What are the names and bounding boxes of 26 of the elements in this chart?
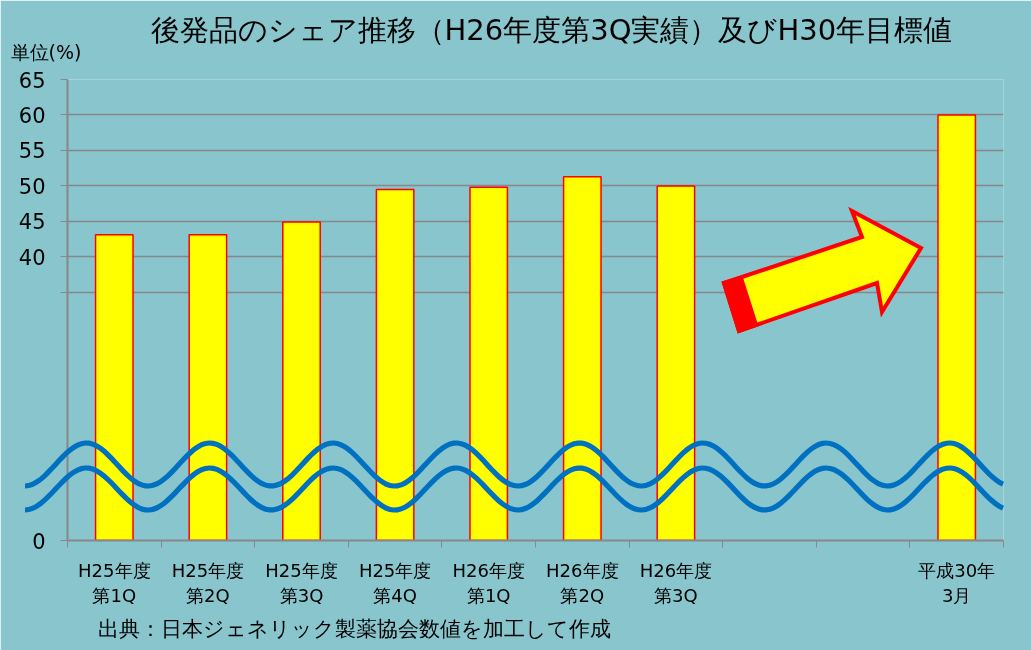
x-tick-label: H25年度第3Q bbox=[265, 559, 338, 606]
y-tick-label: 50 bbox=[18, 174, 46, 199]
source-note: 出典：日本ジェネリック製薬協会数値を加工して作成 bbox=[97, 616, 611, 641]
x-tick-label: H26年度第3Q bbox=[639, 559, 713, 606]
bar bbox=[656, 185, 696, 541]
y-tick-label: 45 bbox=[18, 210, 46, 235]
y-tick-label: 0 bbox=[32, 529, 46, 554]
y-tick-label: 60 bbox=[18, 103, 46, 128]
bar bbox=[562, 175, 602, 541]
chart-title: 後発品のシェア推移（H26年度第3Q実績）及びH30年目標値 bbox=[150, 12, 953, 47]
x-tick-label: H25年度第4Q bbox=[358, 559, 432, 606]
bar bbox=[94, 234, 134, 541]
bar bbox=[375, 188, 415, 541]
x-tick-label: H25年度第2Q bbox=[171, 559, 245, 606]
x-tick-label: H26年度第1Q bbox=[452, 559, 525, 606]
y-tick-label: 65 bbox=[18, 68, 46, 93]
bar bbox=[469, 186, 509, 541]
bar bbox=[282, 221, 321, 541]
y-axis-title: 単位(%) bbox=[10, 40, 82, 63]
x-tick-label: H25年度第1Q bbox=[78, 559, 151, 606]
x-tick-label: H26年度第2Q bbox=[546, 559, 619, 606]
bar bbox=[188, 234, 228, 541]
bar bbox=[937, 114, 977, 541]
x-tick-label: 平成30年3月 bbox=[918, 559, 996, 606]
y-tick-label: 55 bbox=[18, 139, 46, 164]
y-tick-label: 40 bbox=[18, 245, 46, 270]
